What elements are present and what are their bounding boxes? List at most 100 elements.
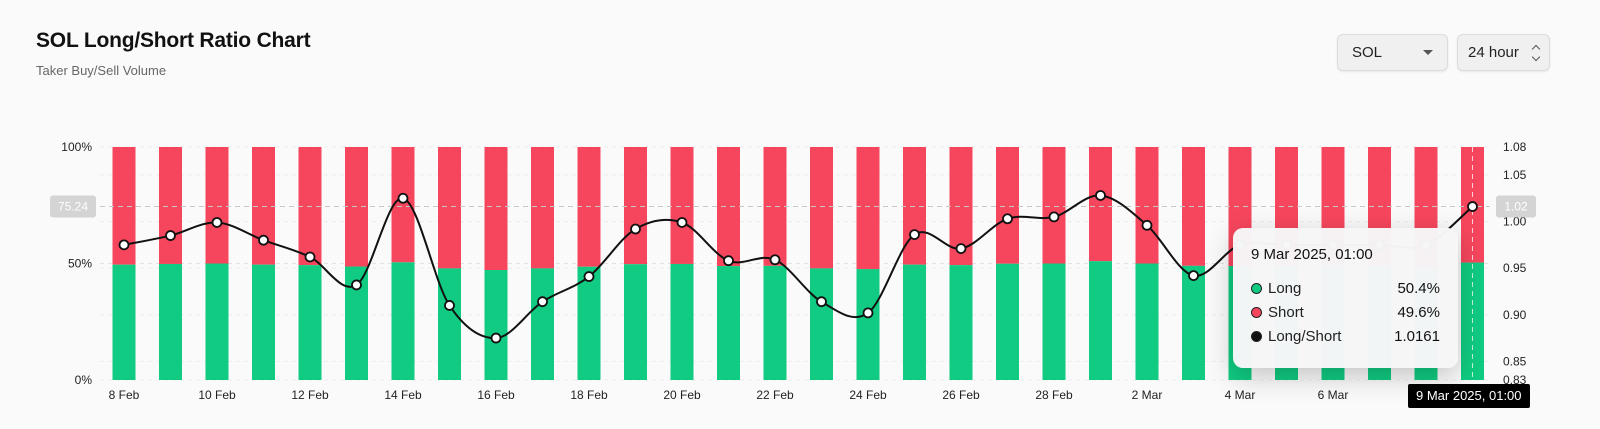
bar-short [438, 147, 461, 269]
bar-short [391, 147, 415, 263]
bar-short [1042, 147, 1066, 264]
tooltip-value: 49.6% [1397, 303, 1440, 321]
tooltip-row-ratio: Long/Short 1.0161 [1251, 324, 1440, 348]
tooltip-title: 9 Mar 2025, 01:00 [1251, 246, 1373, 263]
bar-short [810, 147, 833, 269]
bar-long [1089, 261, 1112, 380]
chevron-down-icon [1423, 50, 1433, 55]
ratio-point [490, 332, 502, 344]
ratio-point [258, 234, 269, 246]
right-tick-label: 1.08 [1503, 140, 1527, 154]
left-tick-label: 50% [68, 257, 92, 271]
bar-short [949, 147, 973, 266]
bar-long [531, 268, 554, 380]
ratio-point [1002, 213, 1013, 225]
bar-long [1135, 263, 1159, 380]
bar-long [1182, 265, 1205, 380]
bar-long [252, 264, 275, 380]
bar-long [205, 263, 229, 380]
tooltip-value: 50.4% [1397, 279, 1440, 297]
x-tick-label: 2 Mar [1132, 388, 1163, 402]
asset-select-value: SOL [1352, 44, 1383, 61]
bar-long [438, 268, 461, 380]
tooltip-label: Long [1268, 279, 1302, 297]
crosshair-right-label: 1.02 [1504, 200, 1528, 214]
bar-short [717, 147, 740, 267]
ratio-point [211, 217, 223, 228]
bar-short [1089, 147, 1112, 262]
ratio-point [816, 296, 827, 308]
x-tick-label: 8 Feb [109, 388, 140, 402]
right-tick-label: 0.95 [1503, 261, 1527, 275]
tooltip-label: Short [1268, 303, 1304, 321]
bar-short [996, 147, 1019, 264]
x-tick-label: 12 Feb [291, 388, 329, 402]
bar-long [763, 265, 787, 380]
crosshair: 75.24 1.02 [50, 147, 1536, 380]
right-axis: 0.83 0.85 0.90 0.95 1.00 1.05 1.08 [1503, 140, 1527, 387]
bar-long [159, 263, 182, 380]
left-axis: 0% 50% 100% [61, 140, 92, 387]
bar-short [624, 147, 647, 265]
bar-long [624, 264, 647, 380]
bar-short [159, 147, 182, 264]
x-axis: 8 Feb 10 Feb 12 Feb 14 Feb 16 Feb 18 Feb 20 Fe… [109, 388, 1442, 402]
ratio-dot-icon [1251, 330, 1262, 342]
x-tick-label: 16 Feb [477, 388, 515, 402]
right-tick-label: 0.85 [1503, 354, 1527, 368]
ratio-point [397, 192, 409, 204]
x-tick-label: 6 Mar [1318, 388, 1349, 402]
crosshair-left-label: 75.24 [58, 200, 88, 214]
ratio-point [1467, 201, 1478, 212]
ratio-point [444, 300, 455, 311]
bar-long [670, 263, 694, 380]
x-tick-label: 28 Feb [1035, 388, 1073, 402]
ratio-point [723, 255, 734, 267]
bar-long [484, 270, 508, 380]
ratio-point [862, 307, 874, 319]
bar-long [810, 268, 833, 380]
tooltip-label: Long/Short [1268, 327, 1342, 345]
page-subtitle: Taker Buy/Sell Volume [36, 63, 167, 78]
x-tick-label: 26 Feb [942, 388, 980, 402]
ratio-point [304, 251, 316, 263]
ratio-point [537, 296, 548, 308]
left-tick-label: 100% [61, 140, 92, 154]
crosshair-right-badge [1496, 195, 1536, 218]
asset-select[interactable]: SOL [1337, 34, 1448, 71]
bar-long [345, 266, 368, 380]
bar-long [717, 266, 740, 380]
x-tick-label: 18 Feb [570, 388, 608, 402]
bar-long [949, 265, 973, 380]
ratio-point [769, 254, 781, 266]
bar-long [996, 263, 1019, 380]
period-select[interactable]: 24 hour [1457, 34, 1550, 71]
x-tick-label: 20 Feb [663, 388, 701, 402]
ratio-point [955, 243, 967, 254]
long-dot-icon [1251, 282, 1262, 294]
bar-short [484, 147, 508, 271]
bar-short [670, 147, 694, 264]
chart-tooltip: 9 Mar 2025, 01:00 Long 50.4% Short 49.6%… [1233, 228, 1458, 368]
x-tick-label: 10 Feb [198, 388, 236, 402]
right-tick-label: 1.05 [1503, 168, 1527, 182]
bar-short [903, 147, 926, 265]
bar-long [1042, 263, 1066, 380]
bar-short [856, 147, 880, 270]
ratio-point [1095, 190, 1106, 201]
crosshair-left-badge [50, 195, 96, 218]
ratio-point [909, 229, 920, 241]
ratio-point [1048, 211, 1060, 223]
right-tick-label: 1.00 [1503, 215, 1527, 229]
bar-long [903, 264, 926, 380]
crosshair-x-label: 9 Mar 2025, 01:00 [1408, 384, 1530, 408]
bar-short [531, 147, 554, 269]
bar-long [577, 266, 601, 380]
bar-short [112, 147, 136, 265]
bar-long [298, 265, 322, 380]
short-dot-icon [1251, 306, 1262, 318]
tooltip-row-short: Short 49.6% [1251, 300, 1440, 324]
ratio-point [1141, 219, 1153, 231]
ratio-point [351, 279, 362, 291]
